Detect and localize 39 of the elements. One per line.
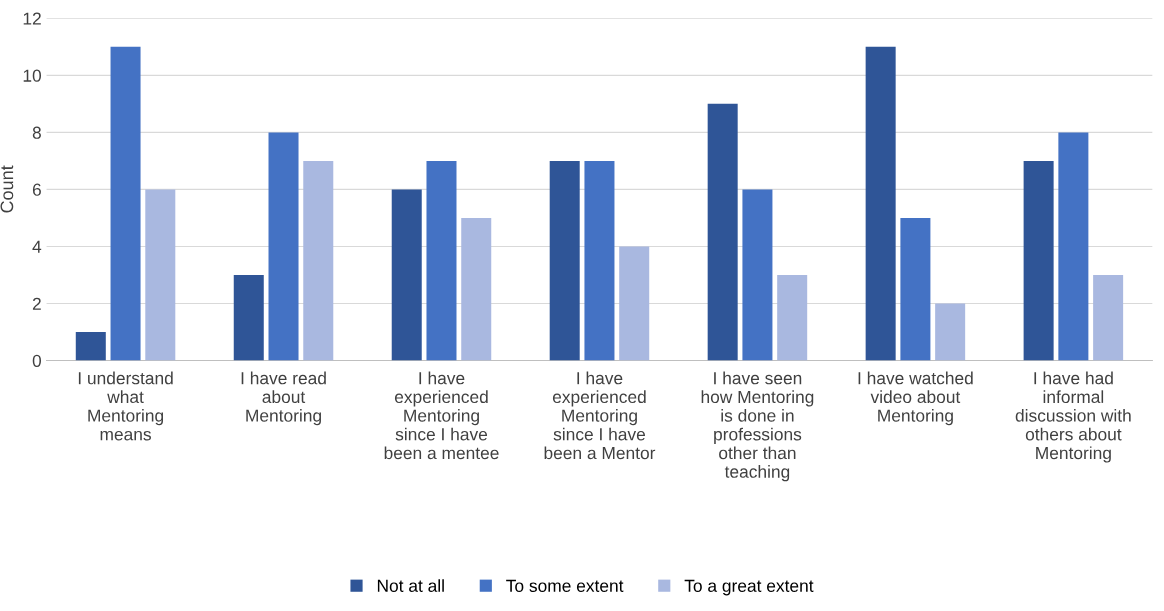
y-tick-label: 6 [32,183,41,196]
bar [233,274,264,361]
bar [707,103,738,361]
bar [145,189,176,361]
bar [391,189,422,361]
y-tick-label: 2 [32,297,41,310]
bar [110,46,141,361]
legend-label: Not at all [377,579,444,592]
bar [268,132,299,361]
bar [426,160,457,361]
bar [1058,132,1089,361]
y-axis-title: Count [0,165,14,213]
bar [584,160,615,361]
x-tick-label: I have watched video about Mentoring [858,371,973,426]
x-tick-label: I understand what Mentoring means [78,371,173,441]
x-tick-label: I have had informal discussion with others about Mentoring [1015,371,1131,463]
bar [742,189,773,361]
legend-label: To a great extent [684,579,814,596]
x-tick-label: I have read about Mentoring [241,371,326,426]
bar [461,217,492,361]
y-tick-label: 8 [32,126,41,139]
bar [1093,274,1124,361]
bar [1023,160,1054,361]
bar [619,246,650,361]
bar [900,217,931,361]
y-tick-label: 10 [23,69,42,82]
bar [777,274,808,361]
bar [75,331,106,361]
bar [303,160,334,361]
bar [549,160,580,361]
y-tick-label: 0 [32,354,42,367]
x-tick-label: I have seen how Mentoring is done in professions other than teaching [701,371,814,482]
legend-label: To some extent [506,579,624,592]
x-tick-label: I have experienced Mentoring since I have been a Mentor [544,371,656,460]
y-tick-label: 4 [32,240,42,253]
bar [935,303,966,361]
y-tick-label: 12 [23,12,41,25]
x-tick-label: I have experienced Mentoring since I have been a mentee [384,371,499,460]
bar [865,46,896,361]
